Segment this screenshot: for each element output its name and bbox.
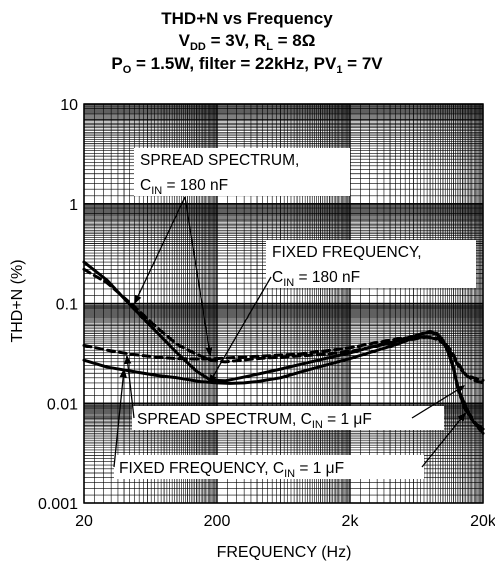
title2-a: V xyxy=(179,31,191,50)
plot-frame xyxy=(83,103,484,504)
title3-a: P xyxy=(111,54,122,73)
title3-b-sub: 1 xyxy=(336,64,342,76)
y-tick-label: 1 xyxy=(69,197,78,214)
x-tick-label: 2k xyxy=(342,513,360,530)
series-line-4 xyxy=(82,330,485,431)
y-tick-label: 0.1 xyxy=(56,297,78,314)
x-tick-label: 200 xyxy=(204,513,231,530)
y-tick-label: 0.001 xyxy=(38,496,78,513)
annotation-spread-180nf-line1: SPREAD SPECTRUM, xyxy=(140,152,299,169)
chart-title-line2: VDD = 3V, RL = 8Ω xyxy=(179,31,316,53)
ann2-pre: SPREAD SPECTRUM, C xyxy=(137,411,312,428)
y-tick-label: 10 xyxy=(60,97,78,114)
chart-title-line1: THD+N vs Frequency xyxy=(161,9,333,28)
tick-labels: 20 200 2k 20k 10 1 0.1 0.01 0.001 xyxy=(38,97,495,530)
ann1-pre: C xyxy=(272,269,283,286)
ann2-post: = 1 μF xyxy=(323,411,372,428)
annotation-spread-1uf-text: SPREAD SPECTRUM, CIN = 1 μF xyxy=(137,411,372,431)
annotation-arrow xyxy=(184,196,213,357)
y-tick-label: 0.01 xyxy=(47,396,78,413)
annotation-spread-180nf: SPREAD SPECTRUM, CIN = 180 nF xyxy=(134,148,350,197)
ann3-post: = 1 μF xyxy=(295,460,344,477)
ann1-sub: IN xyxy=(283,277,294,289)
annotation-arrow xyxy=(113,368,127,468)
ann0-pre: C xyxy=(140,177,151,194)
chart-title-line3: PO = 1.5W, filter = 22kHz, PV1 = 7V xyxy=(111,54,383,76)
title2-c: = 8Ω xyxy=(273,31,315,50)
ann2-sub: IN xyxy=(312,419,323,431)
annotation-arrow xyxy=(124,354,135,419)
title2-b: = 3V, R xyxy=(206,31,266,50)
annotation-spread-1uf: SPREAD SPECTRUM, CIN = 1 μF xyxy=(132,406,444,431)
annotation-arrow xyxy=(411,385,466,419)
annotation-box-spread-1uf xyxy=(132,406,444,430)
annotation-fixed-180nf: FIXED FREQUENCY, CIN = 180 nF xyxy=(266,240,476,289)
annotation-box-spread-180nf xyxy=(134,148,350,196)
annotation-arrow xyxy=(421,412,467,468)
annotation-spread-180nf-line2: CIN = 180 nF xyxy=(140,177,228,197)
x-tick-label: 20k xyxy=(470,513,495,530)
ann0-sub: IN xyxy=(151,185,162,197)
title3-a-sub: O xyxy=(123,64,132,76)
title3-b: = 1.5W, filter = 22kHz, PV xyxy=(131,54,337,73)
annotation-arrows xyxy=(113,196,467,468)
annotation-fixed-180nf-line1: FIXED FREQUENCY, xyxy=(272,244,422,261)
series-lines xyxy=(82,260,485,435)
annotation-fixed-1uf-text: FIXED FREQUENCY, CIN = 1 μF xyxy=(119,460,344,480)
series-line-2 xyxy=(82,267,485,385)
ann0-post: = 180 nF xyxy=(162,177,228,194)
title2-b-sub: L xyxy=(266,41,273,53)
annotation-box-fixed-1uf xyxy=(114,455,424,479)
series-line-3 xyxy=(82,335,485,382)
title2-a-sub: DD xyxy=(190,41,206,53)
annotation-fixed-1uf: FIXED FREQUENCY, CIN = 1 μF xyxy=(114,455,424,480)
annotation-arrow xyxy=(133,196,186,305)
annotation-box-fixed-180nf xyxy=(266,240,476,288)
ann1-post: = 180 nF xyxy=(294,269,360,286)
ann3-sub: IN xyxy=(284,468,295,480)
y-axis-label: THD+N (%) xyxy=(9,259,26,342)
annotation-fixed-180nf-line2: CIN = 180 nF xyxy=(272,269,360,289)
annotation-arrow xyxy=(208,276,272,384)
ann3-pre: FIXED FREQUENCY, C xyxy=(119,460,284,477)
x-tick-label: 20 xyxy=(75,513,93,530)
x-axis-label: FREQUENCY (Hz) xyxy=(217,544,352,561)
title3-c: = 7V xyxy=(342,54,383,73)
